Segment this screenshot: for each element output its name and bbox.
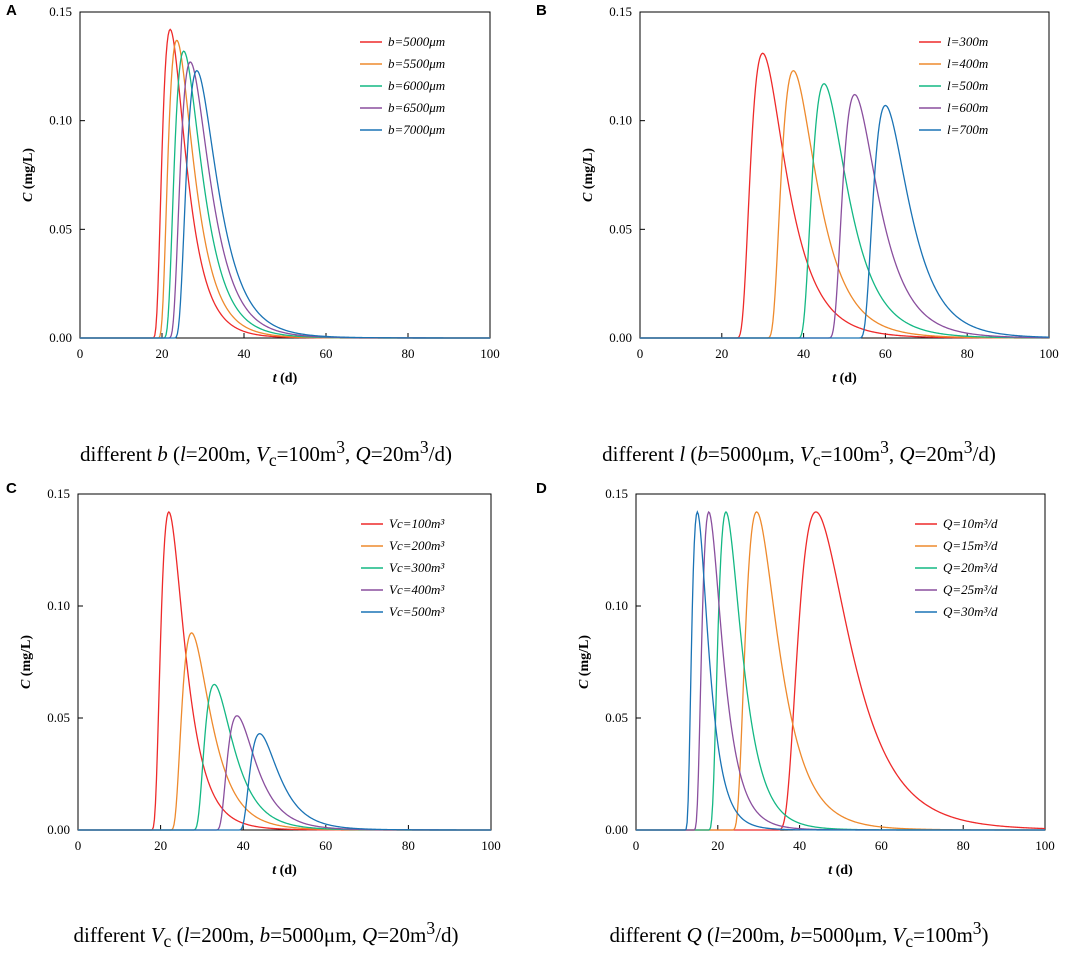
y-tick-label: 0.00 — [605, 822, 628, 837]
panel-a: 0.00 0.05 0.10 0.15 0 20 40 60 80 100 t (d) C (mg/L… — [0, 0, 532, 478]
x-tick-label: 80 — [402, 838, 415, 853]
panel-label-a: A — [6, 2, 17, 19]
legend-label-2: Vc=200m³ — [389, 538, 445, 553]
x-tick-label: 100 — [481, 838, 501, 853]
x-tick-label: 60 — [319, 838, 332, 853]
y-tick-label: 0.15 — [49, 4, 72, 19]
legend-label-2: Q=15m³/d — [943, 538, 998, 553]
y-tick-label: 0.15 — [609, 4, 632, 19]
caption-c: different Vc (l=200m, b=5000μm, Q=20m3/d… — [73, 918, 459, 952]
x-tick-label: 20 — [156, 346, 169, 361]
x-tick-label: 40 — [237, 838, 250, 853]
y-tick-label: 0.15 — [605, 486, 628, 501]
legend-label-2: b=5500μm — [388, 56, 445, 71]
series-line-5 — [80, 69, 490, 339]
series-line-3 — [80, 50, 490, 339]
x-tick-label: 60 — [320, 346, 333, 361]
y-tick-label: 0.05 — [609, 221, 632, 236]
legend-label-3: Vc=300m³ — [389, 560, 445, 575]
x-tick-label: 20 — [715, 346, 728, 361]
y-tick-label: 0.10 — [605, 598, 628, 613]
series-line-5 — [640, 104, 1050, 339]
y-tick-label: 0.00 — [49, 330, 72, 345]
x-tick-label: 20 — [154, 838, 167, 853]
legend-label-4: l=600m — [947, 100, 988, 115]
legend-label-3: l=500m — [947, 78, 988, 93]
x-tick-label: 40 — [793, 838, 806, 853]
legend-label-1: b=5000μm — [388, 34, 445, 49]
series-line-1 — [80, 28, 490, 339]
legend-label-1: Vc=100m³ — [389, 516, 445, 531]
x-tick-label: 60 — [875, 838, 888, 853]
x-tick-label: 80 — [961, 346, 974, 361]
y-tick-label: 0.05 — [49, 221, 72, 236]
legend-label-4: Vc=400m³ — [389, 582, 445, 597]
series-line-4 — [78, 715, 491, 831]
x-tick-label: 80 — [957, 838, 970, 853]
legend-label-3: b=6000μm — [388, 78, 445, 93]
legend-label-5: Vc=500m³ — [389, 604, 445, 619]
x-tick-label: 0 — [633, 838, 640, 853]
legend-label-1: Q=10m³/d — [943, 516, 998, 531]
legend-label-5: b=7000μm — [388, 122, 445, 137]
x-tick-label: 80 — [402, 346, 415, 361]
series-line-2 — [78, 632, 491, 831]
plot-frame — [77, 493, 492, 831]
x-tick-label: 40 — [797, 346, 810, 361]
x-tick-label: 100 — [480, 346, 500, 361]
panel-label-c: C — [6, 480, 17, 497]
chart-a: 0.00 0.05 0.10 0.15 0 20 40 60 80 100 t (d) C (mg/L… — [21, 4, 500, 386]
x-tick-label: 0 — [637, 346, 644, 361]
y-tick-label: 0.15 — [47, 486, 70, 501]
x-tick-label: 100 — [1035, 838, 1055, 853]
y-axis-label: C (mg/L) — [19, 635, 34, 689]
panel-label-b: B — [536, 2, 547, 19]
chart-c: 0.00 0.05 0.10 0.15 0 20 40 60 80 100 t (d) C (mg/L… — [19, 486, 501, 878]
panel-d: 0.00 0.05 0.10 0.15 0 20 40 60 80 100 t (d) C (mg/L… — [533, 478, 1065, 956]
x-tick-label: 60 — [879, 346, 892, 361]
caption-d: different Q (l=200m, b=5000μm, Vc=100m3) — [609, 918, 989, 952]
series-line-1 — [640, 52, 1050, 339]
series-line-5 — [636, 510, 1045, 831]
panel-b: 0.00 0.05 0.10 0.15 0 20 40 60 80 100 t (d) C (mg/L… — [533, 0, 1065, 478]
chart-d: 0.00 0.05 0.10 0.15 0 20 40 60 80 100 t (d) C (mg/L… — [577, 486, 1055, 878]
chart-b: 0.00 0.05 0.10 0.15 0 20 40 60 80 100 t (d) C (mg/L… — [581, 4, 1059, 386]
legend-label-4: b=6500μm — [388, 100, 445, 115]
plot-frame — [79, 11, 491, 339]
y-tick-label: 0.00 — [609, 330, 632, 345]
series-line-3 — [78, 683, 491, 831]
x-tick-label: 0 — [77, 346, 84, 361]
legend-label-1: l=300m — [947, 34, 988, 49]
panel-label-d: D — [536, 480, 547, 497]
x-tick-label: 100 — [1039, 346, 1059, 361]
caption-b: different l (b=5000μm, Vc=100m3, Q=20m3/… — [602, 437, 996, 471]
y-axis-label: C (mg/L) — [581, 148, 596, 202]
caption-a: different b (l=200m, Vc=100m3, Q=20m3/d) — [80, 437, 452, 471]
series-line-5 — [78, 733, 491, 831]
x-tick-label: 40 — [238, 346, 251, 361]
x-axis-label: t (d) — [828, 863, 853, 878]
legend-label-5: l=700m — [947, 122, 988, 137]
x-axis-label: t (d) — [273, 371, 298, 386]
x-tick-label: 0 — [75, 838, 82, 853]
y-axis-label: C (mg/L) — [577, 635, 592, 689]
legend-label-5: Q=30m³/d — [943, 604, 998, 619]
y-tick-label: 0.05 — [47, 710, 70, 725]
y-tick-label: 0.10 — [49, 113, 72, 128]
y-axis-label: C (mg/L) — [21, 148, 36, 202]
legend-label-4: Q=25m³/d — [943, 582, 998, 597]
legend-label-3: Q=20m³/d — [943, 560, 998, 575]
panel-c: 0.00 0.05 0.10 0.15 0 20 40 60 80 100 t (d) C (mg/L… — [0, 478, 532, 956]
x-tick-label: 20 — [711, 838, 724, 853]
y-tick-label: 0.00 — [47, 822, 70, 837]
x-axis-label: t (d) — [272, 863, 297, 878]
legend-label-2: l=400m — [947, 56, 988, 71]
y-tick-label: 0.10 — [47, 598, 70, 613]
y-tick-label: 0.05 — [605, 710, 628, 725]
x-axis-label: t (d) — [832, 371, 857, 386]
y-tick-label: 0.10 — [609, 113, 632, 128]
